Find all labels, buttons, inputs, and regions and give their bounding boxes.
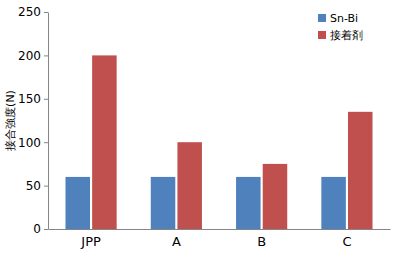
bar <box>236 177 261 229</box>
y-tick: 200 <box>18 49 48 63</box>
y-tick: 100 <box>18 136 48 150</box>
legend-swatch <box>318 31 326 39</box>
legend-label: Sn-Bi <box>330 12 358 25</box>
y-tick-label: 50 <box>26 179 41 193</box>
y-axis-title: 接合強度(N) <box>4 90 17 151</box>
x-tick-label: A <box>172 234 181 249</box>
x-tick: C <box>342 229 351 249</box>
series-bars <box>92 55 372 229</box>
x-tick: JPP <box>80 229 101 249</box>
y-tick-label: 200 <box>18 49 41 63</box>
legend-label: 接着剤 <box>330 29 363 42</box>
legend-entry: 接着剤 <box>318 29 363 42</box>
y-tick: 150 <box>18 92 48 106</box>
y-tick: 250 <box>18 5 48 19</box>
bar <box>151 177 176 229</box>
y-tick: 0 <box>33 222 48 236</box>
x-tick: B <box>257 229 266 249</box>
bar <box>348 112 373 229</box>
y-tick: 50 <box>26 179 48 193</box>
y-tick-mark <box>44 229 48 230</box>
legend-entry: Sn-Bi <box>318 12 358 25</box>
y-tick-mark <box>44 99 48 100</box>
x-axis-line <box>49 229 391 230</box>
y-tick-mark <box>44 142 48 143</box>
bar <box>263 164 288 229</box>
x-tick-label: C <box>342 234 351 249</box>
x-tick: A <box>172 229 181 249</box>
y-axis: 0 50 100 150 200 250 <box>18 5 48 236</box>
x-axis: JPP A B C <box>49 229 391 249</box>
legend: Sn-Bi 接着剤 <box>318 12 363 42</box>
y-tick-label: 0 <box>33 222 41 236</box>
y-tick-label: 100 <box>18 136 41 150</box>
y-tick-label: 150 <box>18 92 41 106</box>
legend-swatch <box>318 14 326 22</box>
bar <box>321 177 346 229</box>
bar <box>177 142 202 229</box>
y-tick-mark <box>44 55 48 56</box>
bar <box>92 55 117 229</box>
x-tick-label: B <box>257 234 266 249</box>
bar <box>65 177 90 229</box>
y-tick-mark <box>44 12 48 13</box>
chart: 0 50 100 150 200 250 JPP A B C 接合強度(N) Sn-Bi 接着剤 <box>0 0 400 260</box>
x-tick-label: JPP <box>80 234 101 249</box>
y-tick-mark <box>44 186 48 187</box>
y-axis-line <box>48 13 49 230</box>
bars <box>65 55 372 229</box>
y-tick-label: 250 <box>18 5 41 19</box>
